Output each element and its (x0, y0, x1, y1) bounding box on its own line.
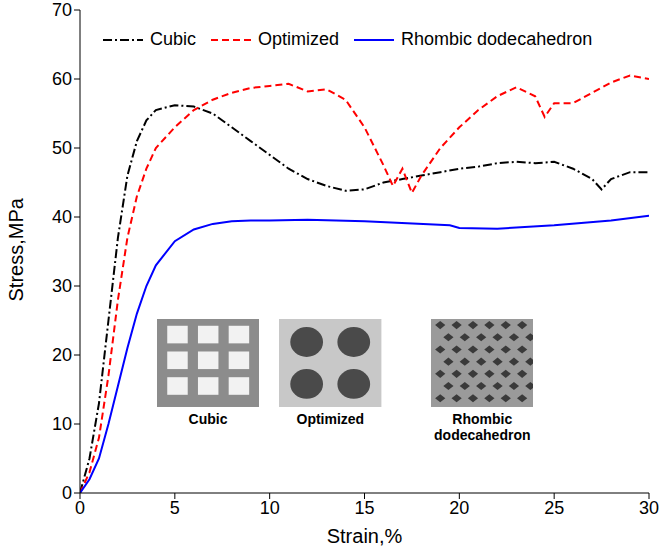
svg-text:25: 25 (544, 498, 564, 518)
svg-text:70: 70 (52, 0, 72, 20)
html-text:Rhombic dodecahedron: Rhombic dodecahedron (401, 29, 593, 50)
html-text:Optimized: Optimized (258, 29, 340, 50)
svg-text:Strain,%: Strain,% (327, 525, 403, 547)
svg-text:30: 30 (52, 276, 72, 296)
svg-text:0: 0 (62, 483, 72, 503)
svg-text:40: 40 (52, 207, 72, 227)
html-text:Cubic: Cubic (150, 29, 196, 50)
svg-text:10: 10 (260, 498, 280, 518)
svg-text:0: 0 (75, 498, 85, 518)
svg-text:Stress,MPa: Stress,MPa (5, 197, 27, 301)
html-text:Rhombic dodecahedron: Rhombic dodecahedron (434, 411, 531, 444)
svg-text:10: 10 (52, 414, 72, 434)
svg-text:20: 20 (449, 498, 469, 518)
svg-text:15: 15 (354, 498, 374, 518)
svg-text:50: 50 (52, 138, 72, 158)
svg-text:60: 60 (52, 69, 72, 89)
html-text:Cubic: Cubic (188, 411, 228, 428)
html-text:Optimized: Optimized (296, 411, 365, 428)
svg-text:5: 5 (170, 498, 180, 518)
svg-text:20: 20 (52, 345, 72, 365)
svg-text:30: 30 (639, 498, 659, 518)
